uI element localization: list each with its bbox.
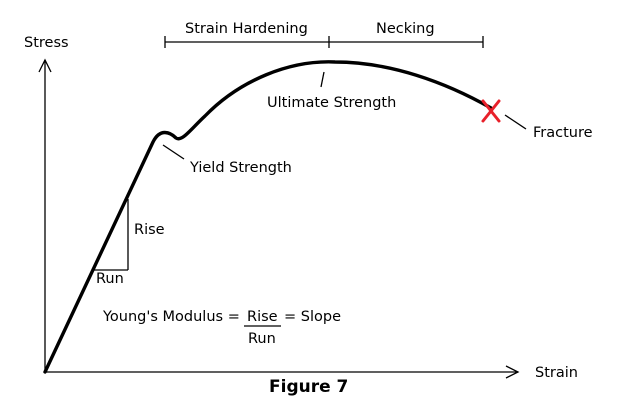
youngs-modulus-formula: Young's Modulus = Rise = Slope Run [102,309,341,347]
fracture-leader [504,114,527,130]
rise-label: Rise [134,222,165,238]
y-axis-label: Stress [24,35,69,51]
fracture-label: Fracture [533,125,593,141]
x-axis [45,365,520,379]
run-label: Run [96,271,124,287]
necking-label: Necking [376,21,435,37]
x-axis-arrowhead [505,365,520,379]
ultimate-strength-leader [320,71,325,88]
region-brackets [164,36,484,48]
slope-triangle [94,199,129,271]
yield-strength-leader [162,144,185,160]
stress-strain-curve [43,60,493,374]
formula-numerator: Rise [247,309,278,325]
y-axis-arrowhead [38,58,52,73]
formula-rhs: = Slope [284,309,341,325]
figure-caption: Figure 7 [269,377,348,397]
strain-hardening-label: Strain Hardening [185,21,308,37]
formula-lhs: Young's Modulus = [102,309,240,325]
y-axis [38,58,52,372]
formula-denominator: Run [248,331,276,347]
yield-strength-label: Yield Strength [189,160,292,176]
x-axis-label: Strain [535,365,578,381]
fracture-marker [481,99,501,123]
ultimate-strength-label: Ultimate Strength [267,95,396,111]
